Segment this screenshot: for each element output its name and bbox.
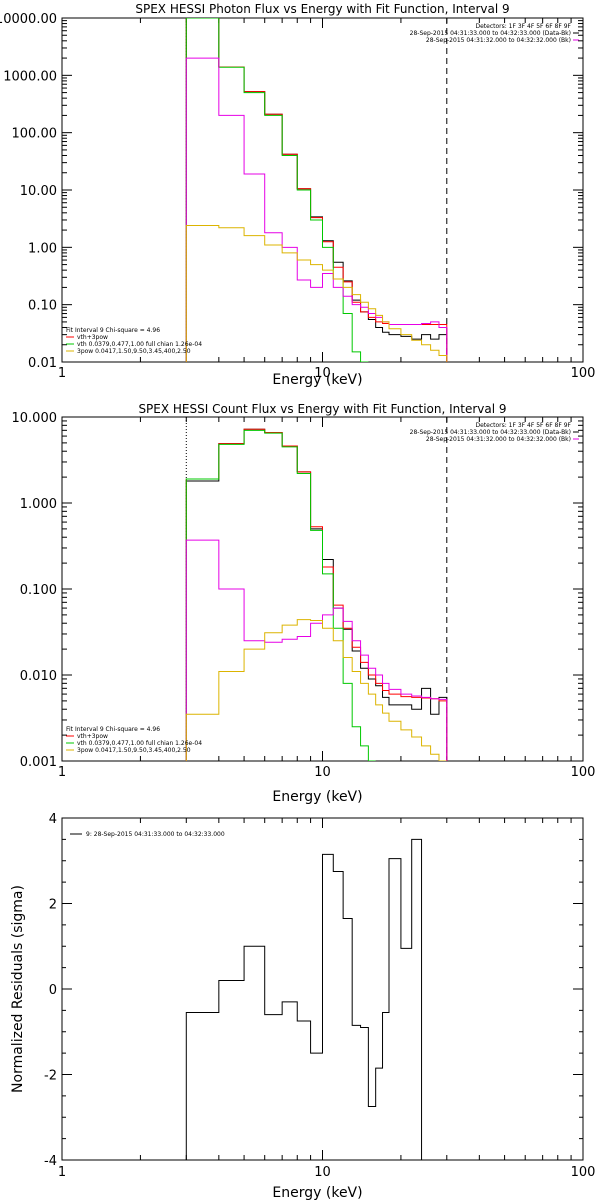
x-tick-label: 10 [314,1165,331,1180]
series-line-0 [185,428,448,761]
legend-entry: 9: 28-Sep-2015 04:31:33.000 to 04:32:33.… [86,831,225,838]
series-line-0 [185,18,448,362]
series-line-0 [185,838,423,1160]
series-line-4 [185,619,447,761]
y-tick-label: 10000.00 [0,12,57,27]
series-line-1 [185,428,448,761]
panel-residuals: 1 10 100 4 2 0 -2 -4 Energy (keV) Normalized Resi… [10,812,595,1200]
chart-title: SPEX HESSI Photon Flux vs Energy with Fi… [135,2,509,16]
series-line-4 [185,225,448,362]
x-tick-label: 100 [571,765,596,780]
y-tick-label: 10.00 [20,184,57,199]
series-group [185,18,448,362]
legend-entry: vth+3pow [77,334,108,341]
legend-entry: vth 0.0379,0.477,1.00 full chian 1.26e-0… [77,740,202,747]
series-line-2 [185,429,376,761]
x-tick-label: 100 [571,366,596,381]
y-tick-label: 0.01 [28,356,57,371]
y-tick-label: 0.001 [20,755,57,770]
y-tick-label: 1.00 [28,241,57,256]
series-line-1 [185,18,448,362]
y-tick-label: 1.000 [20,497,57,512]
legend-entry: vth 0.0379,0.477,1.00 full chian 1.26e-0… [77,341,202,348]
x-tick-label: 10 [314,366,331,381]
annotation-line: 28-Sep-2015 04:31:33.000 to 04:32:33.000… [410,429,571,436]
series-group [185,838,423,1160]
y-tick-label: 0 [49,983,57,998]
legend-entry: vth+3pow [77,733,108,740]
x-tick-label: 100 [571,1165,596,1180]
y-tick-label: 0.10 [28,299,57,314]
series-line-3 [185,57,448,362]
annotation-line: Detectors: 1F 3F 4F 5F 6F 8F 9F [475,422,571,429]
y-axis-label: Normalized Residuals (sigma) [10,885,26,1093]
x-axis-label: Energy (keV) [272,789,362,805]
y-tick-label: -2 [44,1069,57,1084]
annotation-line: 28-Sep-2015 04:31:33.000 to 04:32:33.000… [410,30,571,37]
panel-photon: SPEX HESSI Photon Flux vs Energy with Fi… [0,2,595,388]
x-tick-label: 1 [58,765,66,780]
x-axis-label: Energy (keV) [272,372,362,388]
legend-entry: 3pow 0.0417,1.50,9.50,3.45,400,2.50 [77,348,191,355]
x-tick-label: 10 [314,765,331,780]
annotation-line: 28-Sep-2015 04:31:32.000 to 04:32:32.000… [426,436,571,443]
legend-entry: 3pow 0.0417,1.50,9.50,3.45,400,2.50 [77,747,191,754]
y-tick-label: 1000.00 [3,69,57,84]
annotation-line: Detectors: 1F 3F 4F 5F 6F 8F 9F [475,23,571,30]
legend-entry: Fit Interval 9 Chi-square = 4.96 [66,327,160,334]
series-line-3 [185,539,448,761]
x-tick-label: 1 [58,1165,66,1180]
y-tick-label: 0.100 [20,583,57,598]
plot-frame [61,416,584,762]
panel-count: SPEX HESSI Count Flux vs Energy with Fit… [12,402,596,805]
series-group [185,428,448,761]
y-tick-label: 10.000 [12,411,58,426]
y-tick-label: 0.010 [20,669,57,684]
y-tick-label: -4 [44,1154,57,1169]
x-tick-label: 1 [58,366,66,381]
x-axis-label: Energy (keV) [272,1185,362,1200]
legend-entry: Fit Interval 9 Chi-square = 4.96 [66,726,160,733]
y-tick-label: 4 [49,812,57,827]
chart-title: SPEX HESSI Count Flux vs Energy with Fit… [138,402,506,416]
y-tick-label: 100.00 [12,127,58,142]
annotation-line: 28-Sep-2015 04:31:32.000 to 04:32:32.000… [426,37,571,44]
y-tick-label: 2 [49,898,57,913]
series-line-2 [185,18,369,362]
plot-frame [61,17,584,363]
